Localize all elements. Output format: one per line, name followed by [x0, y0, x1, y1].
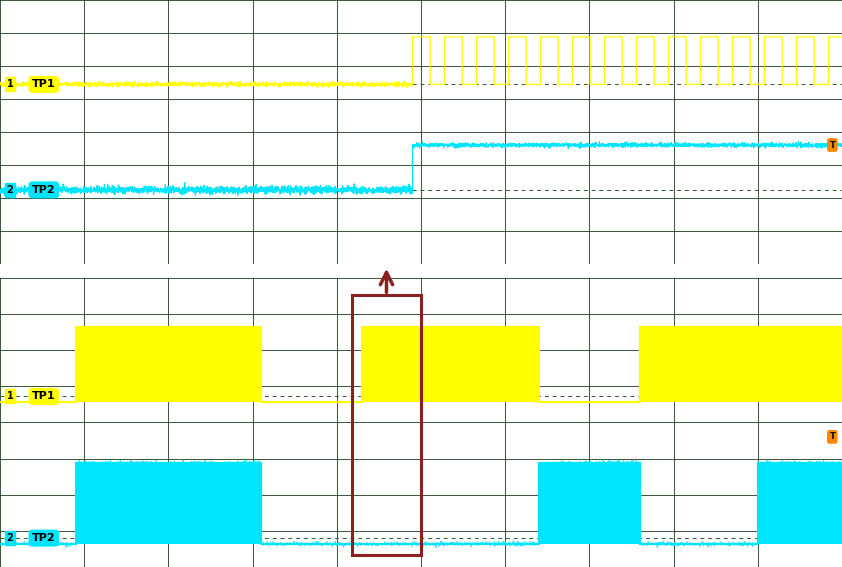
Text: T: T	[829, 433, 835, 441]
Text: TP2: TP2	[32, 185, 56, 195]
Bar	[640, 327, 842, 402]
Text: 2: 2	[7, 533, 13, 543]
Text: TP1: TP1	[32, 391, 56, 401]
Text: TP1: TP1	[32, 79, 56, 90]
Bar	[539, 463, 640, 544]
Text: T: T	[829, 141, 835, 150]
Bar	[362, 327, 539, 402]
Text: 1: 1	[7, 391, 13, 401]
Bar	[76, 463, 261, 544]
Text: 1: 1	[7, 79, 13, 90]
Bar	[76, 327, 261, 402]
Bar	[352, 295, 421, 556]
Text: 2: 2	[7, 185, 13, 195]
Text: TP2: TP2	[32, 533, 56, 543]
Bar	[758, 463, 842, 544]
